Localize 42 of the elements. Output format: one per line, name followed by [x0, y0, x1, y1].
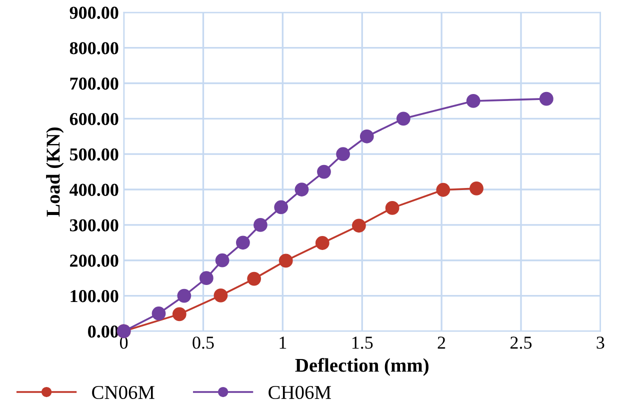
- point: [294, 182, 309, 196]
- point: [360, 129, 374, 144]
- x-tick-label: 3: [596, 336, 604, 349]
- point: [214, 288, 228, 302]
- y-tick-label: 200.00: [70, 254, 118, 267]
- point: [317, 164, 331, 179]
- point: [470, 182, 484, 196]
- point: [215, 253, 230, 268]
- y-tick-label: 700.00: [70, 78, 118, 90]
- point: [199, 271, 214, 286]
- legend-label: CH06M: [268, 386, 331, 400]
- point: [278, 254, 293, 268]
- point: [152, 306, 166, 320]
- point: [539, 92, 554, 106]
- point: [236, 236, 250, 250]
- point: [274, 200, 288, 214]
- point: [396, 112, 410, 126]
- point: [385, 200, 400, 215]
- point: [172, 307, 186, 322]
- point: [315, 236, 330, 250]
- x-tick-label: 2: [438, 336, 446, 349]
- point: [436, 182, 450, 197]
- y-tick-label: 900.00: [70, 6, 118, 19]
- x-tick-label: 1: [280, 336, 286, 349]
- x-tick-label: 0.5: [192, 336, 214, 349]
- y-tick-label: 300.00: [70, 219, 118, 232]
- legend-label: CN06M: [92, 386, 154, 400]
- point: [336, 147, 350, 162]
- point: [177, 288, 192, 303]
- point: [466, 94, 480, 108]
- x-axis-title: Deflection (mm): [295, 358, 428, 376]
- point: [247, 272, 262, 286]
- y-tick-label: 500.00: [70, 148, 118, 161]
- x-tick-label: 2.5: [510, 336, 532, 349]
- y-axis-title: Load (KN): [46, 128, 64, 217]
- x-tick-label: 1.5: [352, 336, 373, 349]
- y-tick-label: 100.00: [70, 290, 118, 302]
- point: [352, 218, 366, 233]
- y-tick-label: 800.00: [70, 42, 118, 54]
- y-tick-label: 400.00: [70, 184, 118, 196]
- point: [253, 218, 268, 232]
- y-tick-label: 600.00: [70, 112, 118, 126]
